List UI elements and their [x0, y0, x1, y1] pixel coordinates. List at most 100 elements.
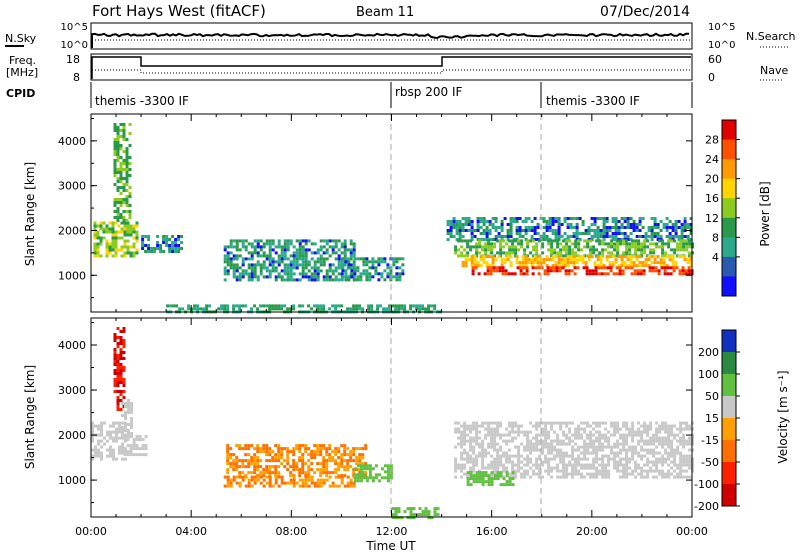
data-cell — [676, 466, 680, 470]
data-cell — [623, 255, 627, 259]
data-cell — [566, 264, 570, 268]
data-cell — [174, 247, 178, 250]
data-cell — [301, 254, 305, 258]
data-cell — [118, 424, 121, 428]
data-cell — [457, 463, 461, 467]
data-cell — [524, 261, 528, 265]
data-cell — [493, 463, 497, 467]
data-cell — [621, 272, 625, 276]
data-cell — [395, 278, 399, 282]
data-cell — [310, 468, 314, 472]
data-cell — [165, 244, 169, 247]
data-cell — [638, 223, 642, 226]
data-cell — [128, 213, 132, 216]
data-cell — [689, 232, 693, 235]
data-cell — [129, 450, 133, 454]
data-cell — [490, 430, 494, 434]
data-cell — [508, 424, 512, 428]
data-cell — [371, 263, 375, 267]
data-cell — [541, 460, 545, 464]
data-cell — [544, 454, 548, 458]
data-cell — [496, 471, 500, 475]
data-cell — [352, 251, 356, 255]
data-cell — [132, 444, 136, 448]
data-cell — [589, 451, 593, 455]
data-cell — [560, 261, 564, 265]
data-cell — [530, 229, 534, 232]
data-cell — [322, 478, 326, 482]
data-cell — [132, 236, 136, 240]
data-cell — [671, 235, 675, 238]
data-cell — [235, 459, 239, 463]
data-cell — [304, 248, 308, 252]
data-cell — [268, 275, 272, 279]
data-cell — [346, 307, 350, 311]
data-cell — [558, 269, 562, 273]
data-cell — [283, 304, 287, 308]
data-cell — [572, 226, 576, 229]
data-cell — [469, 436, 473, 440]
data-cell — [262, 478, 266, 482]
data-cell — [689, 223, 693, 226]
data-cell — [454, 427, 458, 431]
data-cell — [353, 278, 357, 282]
data-cell — [109, 445, 112, 449]
data-cell — [684, 272, 688, 276]
data-cell — [664, 457, 668, 461]
data-cell — [247, 444, 251, 448]
data-cell — [359, 470, 363, 474]
data-cell — [547, 463, 551, 467]
data-cell — [548, 223, 552, 226]
data-cell — [622, 239, 626, 243]
data-cell — [606, 272, 610, 276]
data-cell — [560, 258, 564, 262]
data-cell — [591, 269, 595, 273]
data-cell — [322, 275, 326, 279]
data-cell — [115, 457, 118, 461]
data-cell — [383, 278, 387, 282]
data-cell — [223, 257, 227, 261]
data-cell — [568, 439, 572, 443]
data-cell — [625, 475, 629, 479]
data-cell — [604, 445, 608, 449]
data-cell — [625, 436, 629, 440]
data-cell — [427, 513, 431, 517]
freq-tick-low: 8 — [73, 71, 80, 84]
data-cell — [116, 345, 120, 348]
data-cell — [382, 307, 386, 311]
data-cell — [607, 454, 611, 458]
data-cell — [467, 220, 471, 223]
data-cell — [277, 260, 281, 264]
data-cell — [352, 453, 356, 457]
data-cell — [580, 248, 584, 252]
data-cell — [328, 245, 332, 249]
data-cell — [292, 450, 296, 454]
data-cell — [226, 254, 230, 258]
data-cell — [97, 427, 100, 431]
data-cell — [632, 226, 636, 229]
data-cell — [473, 264, 477, 268]
data-cell — [587, 226, 591, 229]
data-cell — [223, 254, 227, 258]
data-cell — [238, 254, 242, 258]
data-cell — [383, 470, 387, 474]
data-cell — [520, 466, 524, 470]
data-cell — [674, 232, 678, 235]
data-cell — [476, 226, 480, 229]
data-cell — [289, 478, 293, 482]
data-cell — [508, 457, 512, 461]
data-cell — [505, 471, 509, 475]
data-cell — [122, 186, 126, 189]
data-cell — [238, 275, 242, 279]
data-cell — [515, 229, 519, 232]
data-cell — [505, 480, 509, 484]
data-cell — [352, 307, 356, 311]
data-cell — [595, 248, 599, 252]
data-cell — [159, 247, 163, 250]
data-cell — [235, 266, 239, 270]
data-cell — [661, 239, 665, 243]
data-cell — [268, 447, 272, 451]
data-cell — [283, 278, 287, 282]
data-cell — [521, 258, 525, 262]
